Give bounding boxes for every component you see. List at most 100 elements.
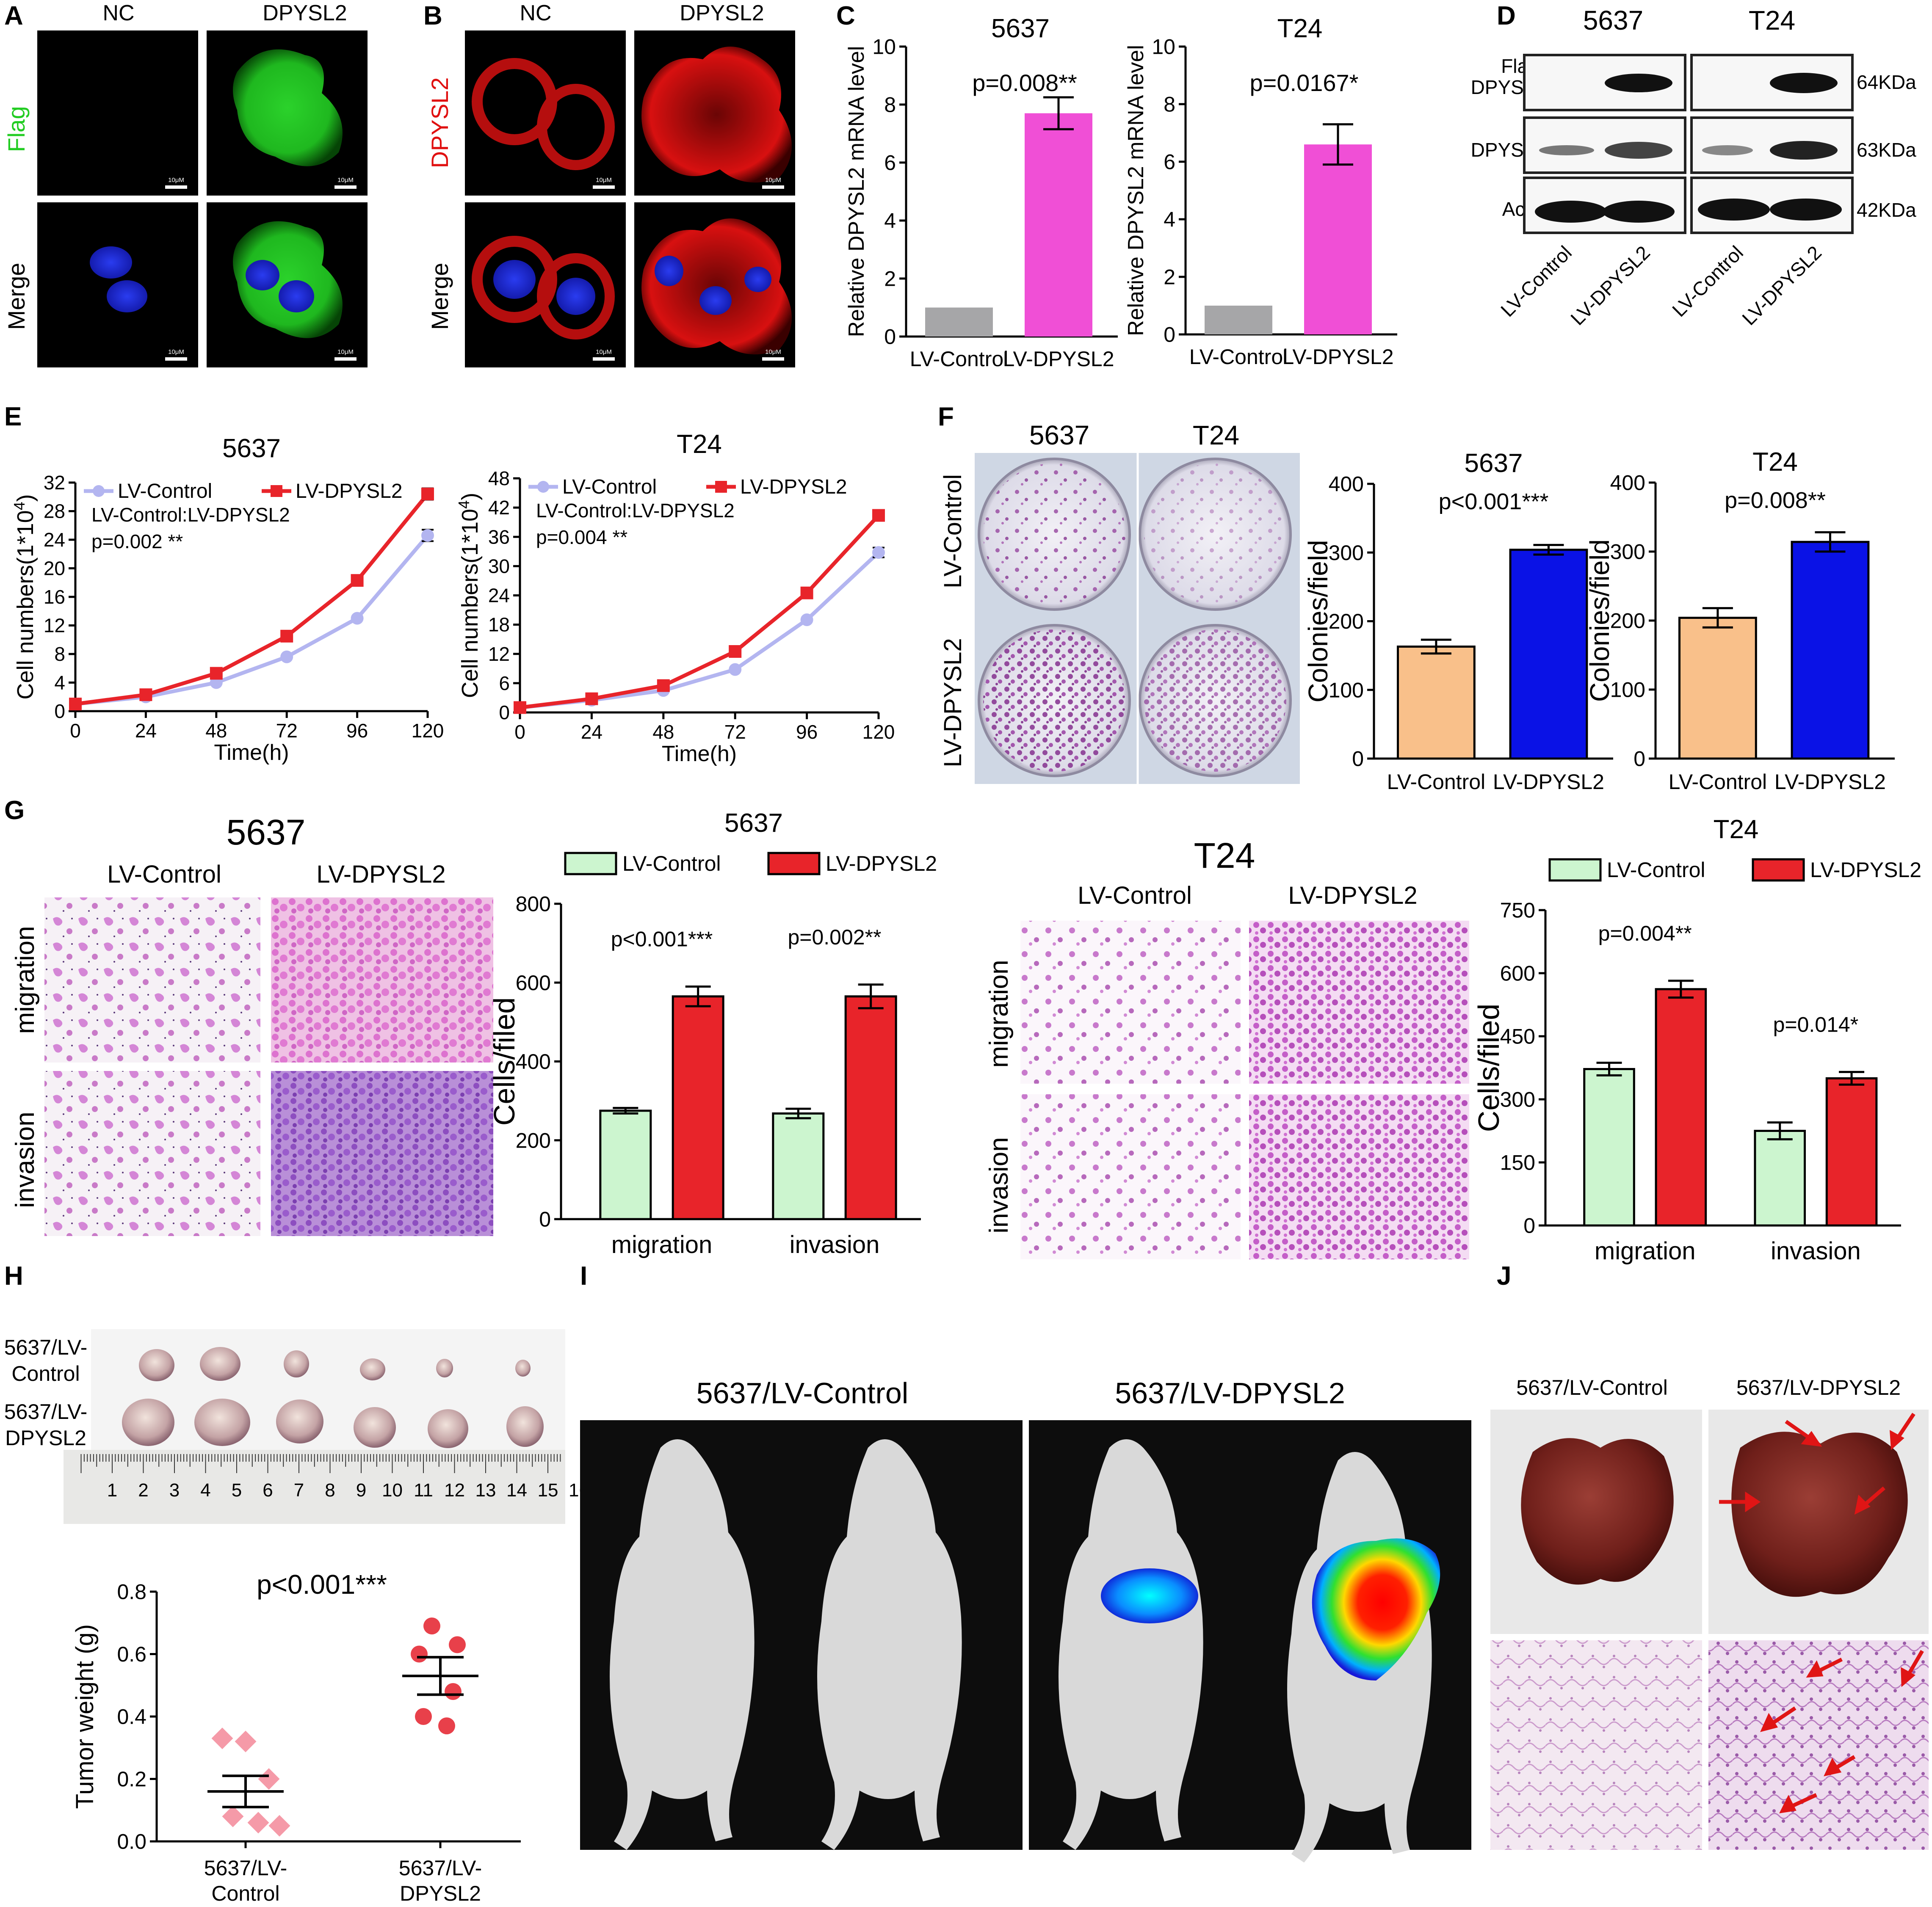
p-value-label: p<0.001***	[611, 927, 713, 951]
series-line	[75, 493, 429, 706]
panel-f-row-control: LV-Control	[939, 474, 967, 588]
panel-letter-c: C	[836, 1, 855, 30]
lung-dpysl2	[1731, 1432, 1908, 1597]
legend-marker	[537, 481, 549, 493]
x-tick-label: 5637/LV-	[204, 1856, 287, 1880]
panel-f-row-dpysl2: LV-DPYSL2	[939, 638, 967, 767]
x-axis-label: Time(h)	[214, 740, 289, 765]
data-point	[210, 667, 223, 680]
ruler-number: 10	[382, 1480, 403, 1501]
y-tick-label: 8	[884, 93, 896, 117]
panel-a-nc-merge-image	[37, 202, 198, 367]
panel-g-5637-photos: 5637 LV-Control LV-DPYSL2 migration inva…	[11, 812, 493, 1236]
panel-h-row1-b: Control	[11, 1362, 80, 1385]
panel-g-t24-col-control: LV-Control	[1078, 882, 1192, 909]
micrograph	[1020, 1094, 1241, 1259]
bar	[1025, 113, 1092, 337]
panel-b-scale-bars: 10μM 10μM 10μM 10μM	[593, 177, 784, 361]
data-point	[800, 586, 813, 599]
y-tick-label: 16	[44, 586, 65, 608]
panel-g-t24-row-invasion: invasion	[984, 1137, 1014, 1233]
bar	[1397, 646, 1476, 760]
legend-label: LV-Control	[118, 480, 212, 502]
y-tick-label: 42	[488, 497, 510, 519]
y-tick-label: 0.6	[117, 1642, 146, 1666]
bar	[1304, 144, 1372, 334]
x-tick-label: LV-DPYSL2	[1774, 770, 1886, 794]
p-value-label: p=0.014*	[1773, 1013, 1859, 1036]
panel-b-row-dpysl2: DPYSL2	[426, 77, 453, 168]
panel-g-t24-chart: T24 LV-Control LV-DPYSL2 0 150 300 450 600 750 Ce…	[1472, 815, 1921, 1265]
data-point	[415, 1708, 432, 1725]
y-tick-label: 100	[1329, 678, 1364, 702]
x-tick-label: LV-DPYSL2	[1282, 345, 1393, 369]
panel-g-5637-col-dpysl2: LV-DPYSL2	[316, 861, 445, 888]
ruler-number: 12	[444, 1480, 465, 1501]
panel-b-col-dpysl2: DPYSL2	[680, 1, 764, 25]
chart-title: T24	[1752, 447, 1798, 477]
x-tick-label: 72	[276, 720, 298, 742]
y-axis-label: Cell numbers(1*104)	[11, 494, 38, 699]
y-tick-label: 600	[1500, 962, 1535, 985]
data-point	[872, 546, 885, 559]
bar	[1205, 306, 1272, 334]
y-axis-label: Cells/filed	[488, 997, 521, 1126]
panel-a-dpysl2-flag-image	[207, 30, 368, 196]
annotation: p=0.002 **	[91, 530, 183, 552]
x-tick-label: migration	[611, 1231, 713, 1258]
x-tick-label: 0	[70, 720, 81, 742]
panel-f-photo: 5637 T24 LV-Control LV-DPYSL2	[939, 420, 1300, 784]
panel-letter-e: E	[4, 402, 22, 431]
y-axis-label: Relative DPYSL2 mRNA level	[844, 46, 869, 337]
data-point	[423, 1617, 440, 1635]
ruler-number: 14	[506, 1480, 527, 1501]
y-tick-label: 30	[488, 555, 510, 577]
chart-title: T24	[677, 430, 722, 459]
y-tick-label: 8	[54, 643, 65, 665]
micrograph	[271, 897, 493, 1063]
series-line	[520, 514, 880, 709]
data-point	[235, 1730, 257, 1752]
x-tick-label: 96	[346, 720, 368, 742]
y-tick-label: 2	[1164, 265, 1175, 289]
p-value-label: p=0.004**	[1598, 922, 1692, 945]
panel-b-nc-merge-image	[465, 202, 626, 367]
y-tick-label: 400	[1329, 472, 1364, 496]
y-tick-label: 48	[488, 467, 510, 489]
legend-label: LV-DPYSL2	[740, 476, 847, 498]
data-point	[449, 1636, 466, 1653]
micrograph	[1249, 1094, 1469, 1259]
panel-f-col-5637: 5637	[1029, 420, 1089, 450]
panel-d-lane-3: LV-Control	[1668, 241, 1747, 321]
x-tick-label: 48	[652, 721, 674, 743]
legend-swatch	[564, 852, 617, 875]
ruler-ticks: 1 2 3 4 5 6 7 8 9 10 11 12 13 14 15 16	[80, 1454, 589, 1501]
p-value-label: p<0.001***	[1439, 489, 1549, 514]
bar	[599, 1109, 652, 1220]
panel-e-t24-chart: T24 0 6 12 18 24 30 36 42 48 0 24 48 72 96 120 Time(h) Ce…	[455, 430, 895, 766]
ruler-number: 5	[232, 1480, 242, 1501]
bar	[1655, 988, 1707, 1227]
y-tick-label: 300	[1500, 1088, 1535, 1112]
panel-d-cell-t24: T24	[1749, 5, 1795, 36]
bar	[1509, 549, 1588, 760]
panel-b-col-nc: NC	[520, 1, 551, 25]
y-tick-label: 24	[44, 529, 65, 551]
y-tick-label: 6	[499, 672, 510, 694]
ruler-number: 4	[200, 1480, 210, 1501]
ruler-number: 11	[414, 1480, 433, 1501]
x-tick-label: 120	[412, 720, 444, 742]
y-tick-label: 400	[1610, 471, 1645, 495]
y-tick-label: 4	[1164, 208, 1175, 232]
panel-g-5637-row-migration: migration	[11, 926, 40, 1034]
data-point	[445, 1683, 462, 1700]
y-tick-label: 0	[1523, 1214, 1535, 1238]
bar	[772, 1112, 825, 1220]
panel-g-5637-row-invasion: invasion	[11, 1112, 40, 1208]
ruler-number: 2	[138, 1480, 148, 1501]
x-tick-label: LV-Control	[1669, 770, 1767, 794]
